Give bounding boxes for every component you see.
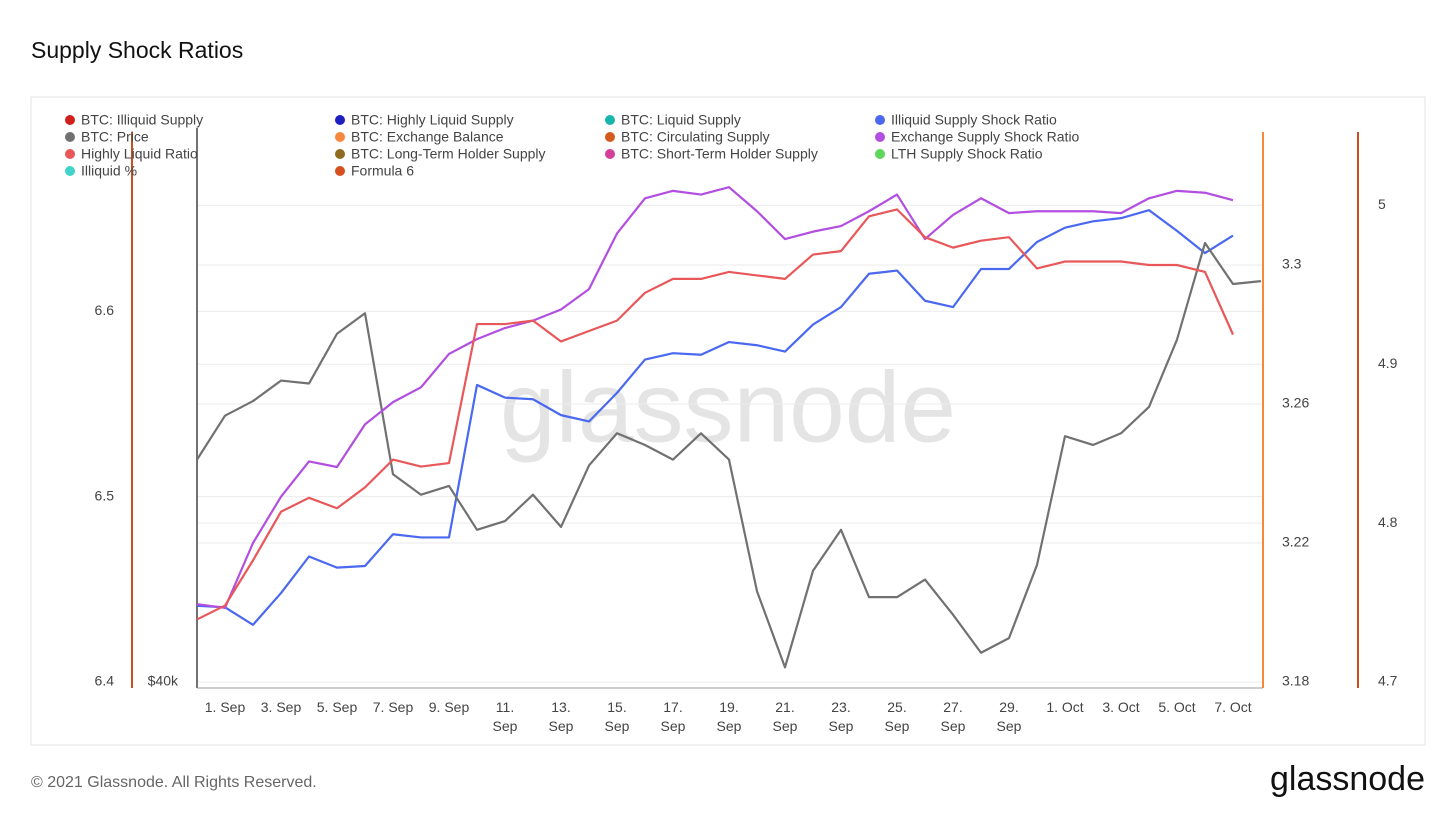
x-tick-label: 1. Sep [205, 699, 246, 715]
x-tick-label-part: Sep [773, 718, 798, 734]
legend-label: BTC: Price [81, 129, 149, 145]
x-tick-label: 7. Sep [373, 699, 414, 715]
legend-label: Highly Liquid Ratio [81, 146, 198, 162]
x-tick-label-part: Sep [717, 718, 742, 734]
legend-marker [65, 166, 75, 176]
x-tick-label-part: 5. Oct [1158, 699, 1195, 715]
x-tick-label-part: Sep [829, 718, 854, 734]
x-tick-label: 9. Sep [429, 699, 470, 715]
brand-logo: glassnode [1270, 760, 1425, 798]
legend-label: BTC: Circulating Supply [621, 129, 770, 145]
x-tick-label-part: 9. Sep [429, 699, 470, 715]
x-tick-label: 5. Sep [317, 699, 358, 715]
x-tick-label: 15. Sep [605, 699, 630, 734]
x-tick-label-part: 21. [775, 699, 794, 715]
legend-label: Illiquid % [81, 163, 137, 179]
legend-marker [605, 132, 615, 142]
x-tick-label: 25. Sep [885, 699, 910, 734]
x-tick-label: 13. Sep [549, 699, 574, 734]
series-line [196, 241, 1262, 669]
y-tick-label: 4.7 [1378, 673, 1398, 689]
y-tick-label: 5 [1378, 196, 1386, 212]
legend-marker [65, 132, 75, 142]
chart-title: Supply Shock Ratios [31, 37, 243, 63]
x-tick-label-part: 15. [607, 699, 626, 715]
x-tick-label-part: Sep [493, 718, 518, 734]
legend-marker [605, 149, 615, 159]
y-tick-label: 3.3 [1282, 256, 1302, 272]
x-tick-label: 11. Sep [493, 699, 518, 734]
legend-label: BTC: Long-Term Holder Supply [351, 146, 546, 162]
x-tick-label-part: Sep [941, 718, 966, 734]
legend-marker [875, 149, 885, 159]
y-tick-label: 4.8 [1378, 514, 1398, 530]
x-tick-label-part: 19. [719, 699, 738, 715]
legend-marker [335, 149, 345, 159]
y-tick-label: 6.5 [95, 487, 115, 503]
x-tick-label-part: 7. Sep [373, 699, 414, 715]
x-tick-label: 21. Sep [773, 699, 798, 734]
x-tick-label: 27. Sep [941, 699, 966, 734]
x-tick-label-part: 23. [831, 699, 850, 715]
y-tick-label: $40k [148, 673, 179, 689]
x-tick-label-part: Sep [661, 718, 686, 734]
x-tick-label: 17. Sep [661, 699, 686, 734]
x-tick-label: 29. Sep [997, 699, 1022, 734]
x-tick-label: 5. Oct [1158, 699, 1195, 715]
series-line [196, 208, 1235, 621]
legend-label: Illiquid Supply Shock Ratio [891, 112, 1057, 128]
x-tick-label-part: 1. Sep [205, 699, 246, 715]
legend-label: BTC: Highly Liquid Supply [351, 112, 514, 128]
legend-label: Exchange Supply Shock Ratio [891, 129, 1080, 145]
legend-label: BTC: Short-Term Holder Supply [621, 146, 818, 162]
legend-label: Formula 6 [351, 163, 414, 179]
legend-marker [605, 115, 615, 125]
series-line [196, 186, 1234, 609]
x-tick-label-part: 27. [943, 699, 962, 715]
y-tick-label: 6.4 [95, 673, 115, 689]
y-tick-label: 4.9 [1378, 355, 1398, 371]
x-tick-label-part: Sep [885, 718, 910, 734]
legend-marker [65, 115, 75, 125]
x-tick-label-part: 3. Sep [261, 699, 302, 715]
legend-marker [65, 149, 75, 159]
x-tick-label-part: 13. [551, 699, 570, 715]
legend-label: LTH Supply Shock Ratio [891, 146, 1043, 162]
x-tick-label: 3. Sep [261, 699, 302, 715]
legend-marker [875, 115, 885, 125]
legend-marker [335, 115, 345, 125]
legend-marker [335, 166, 345, 176]
x-tick-label-part: 11. [496, 699, 514, 715]
x-tick-label: 23. Sep [829, 699, 854, 734]
y-tick-label: 3.18 [1282, 673, 1309, 689]
footer: © 2021 Glassnode. All Rights Reserved. [31, 774, 317, 791]
x-tick-label-part: 5. Sep [317, 699, 358, 715]
legend-marker [875, 132, 885, 142]
x-tick-label-part: Sep [605, 718, 630, 734]
x-tick-label: 1. Oct [1046, 699, 1083, 715]
legend-marker [335, 132, 345, 142]
legend-label: BTC: Exchange Balance [351, 129, 504, 145]
x-tick-label-part: 25. [887, 699, 906, 715]
x-tick-label-part: Sep [549, 718, 574, 734]
watermark: glassnode [500, 351, 956, 463]
series-line [196, 209, 1234, 626]
x-tick-label: 19. Sep [717, 699, 742, 734]
x-tick-label: 7. Oct [1214, 699, 1251, 715]
x-tick-label-part: Sep [997, 718, 1022, 734]
x-tick-label-part: 17. [663, 699, 682, 715]
legend-label: BTC: Liquid Supply [621, 112, 741, 128]
y-tick-label: 3.26 [1282, 395, 1309, 411]
x-tick-label: 3. Oct [1102, 699, 1139, 715]
y-tick-label: 6.6 [95, 302, 115, 318]
x-tick-label-part: 3. Oct [1102, 699, 1139, 715]
x-tick-label-part: 29. [999, 699, 1018, 715]
y-tick-label: 3.22 [1282, 534, 1309, 550]
chart-frame [30, 96, 1426, 746]
legend-label: BTC: Illiquid Supply [81, 112, 203, 128]
x-tick-label-part: 1. Oct [1046, 699, 1083, 715]
x-tick-label-part: 7. Oct [1214, 699, 1251, 715]
